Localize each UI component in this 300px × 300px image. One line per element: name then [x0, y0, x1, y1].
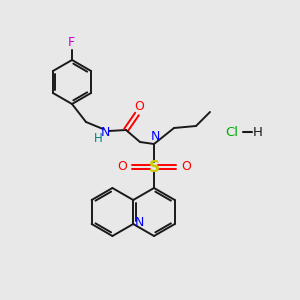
Text: N: N — [100, 125, 110, 139]
Text: O: O — [117, 160, 127, 173]
Text: F: F — [68, 35, 75, 49]
Text: H: H — [253, 125, 263, 139]
Text: S: S — [148, 160, 160, 175]
Text: H: H — [94, 133, 102, 146]
Text: Cl: Cl — [226, 125, 238, 139]
Text: O: O — [181, 160, 191, 173]
Text: N: N — [150, 130, 160, 143]
Text: O: O — [134, 100, 144, 112]
Text: N: N — [134, 215, 144, 229]
